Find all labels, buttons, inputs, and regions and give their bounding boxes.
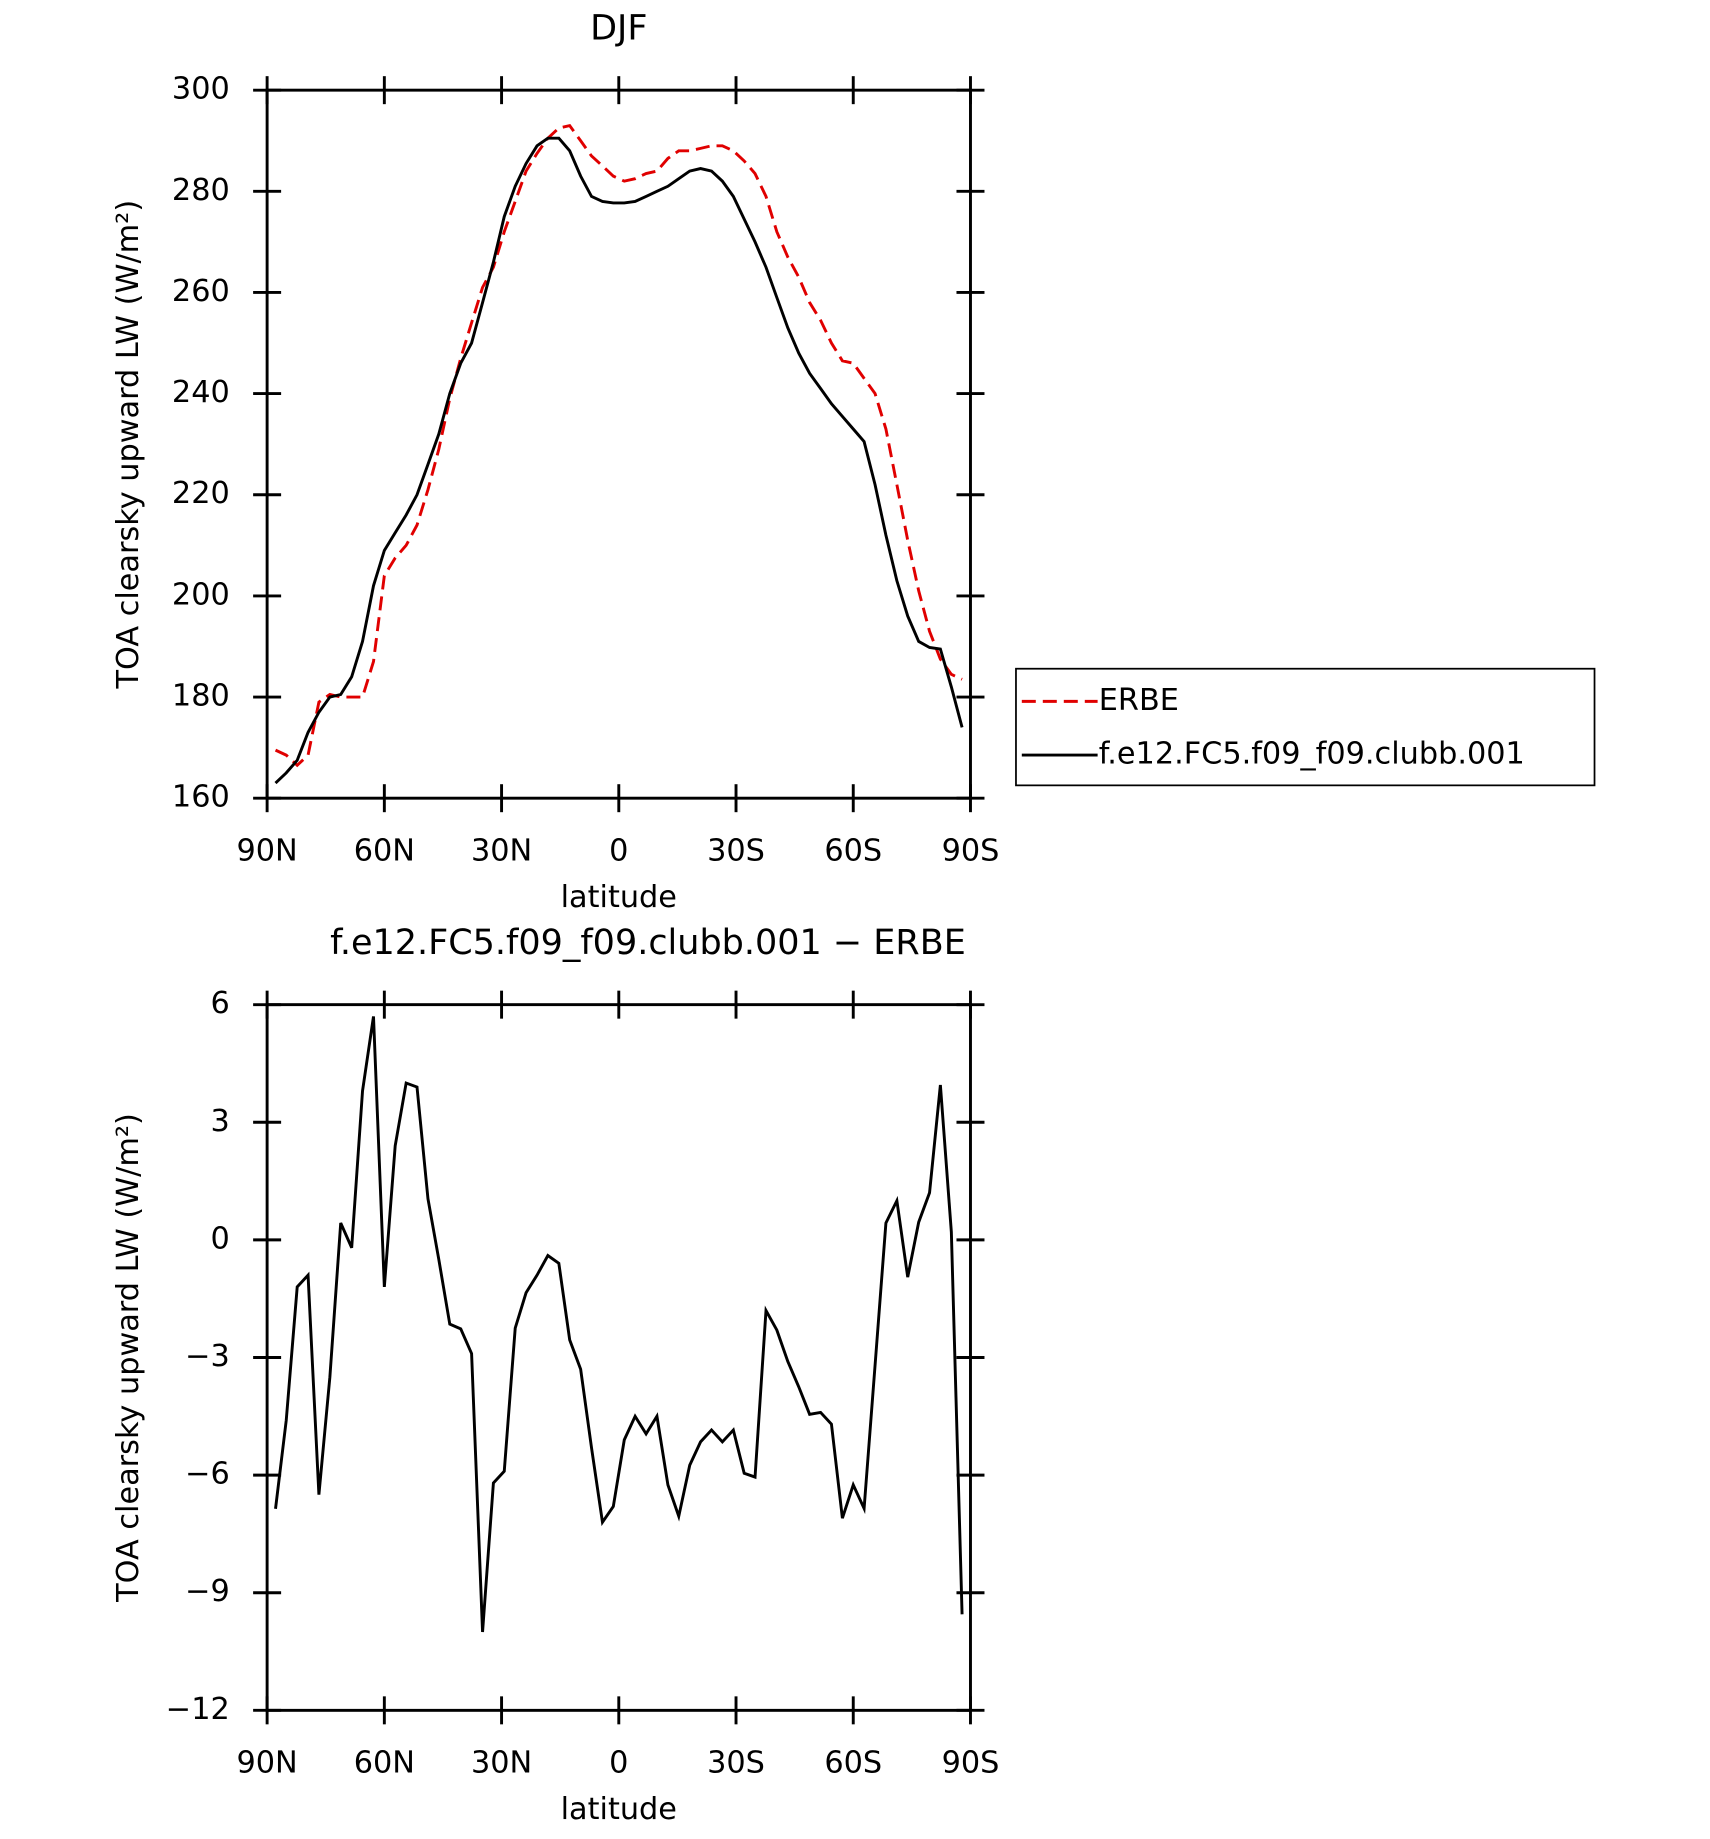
y-tick-label: −3 [185,1339,230,1374]
y-tick-label: 260 [172,274,230,309]
x-tick-label: 90N [236,833,297,868]
x-tick-label: 60N [354,1746,415,1781]
y-tick-label: 240 [172,375,230,410]
x-tick-label: 30N [471,1746,532,1781]
y-tick-label: 160 [172,780,230,815]
y-tick-label: 0 [210,1221,229,1256]
x-tick-label: 60N [354,833,415,868]
x-tick-label: 90S [942,833,1000,868]
plot-frame [265,1003,972,1712]
x-tick-label: 30S [707,1746,765,1781]
plot-frame [265,88,972,800]
chart-title: f.e12.FC5.f09_f09.clubb.001 − ERBE [330,923,966,963]
y-tick-label: −6 [185,1457,230,1492]
x-tick-label: 0 [609,1746,628,1781]
x-axis-label: latitude [561,880,677,915]
data-line [274,1016,964,1633]
x-tick-label: 60S [824,833,882,868]
chart-title: DJF [590,9,647,49]
x-tick-label: 30S [707,833,765,868]
y-tick-label: 220 [172,476,230,511]
x-axis-label: latitude [561,1792,677,1827]
legend-label: f.e12.FC5.f09_f09.clubb.001 [1099,737,1525,772]
x-tick-label: 90S [942,1746,1000,1781]
y-axis-label: TOA clearsky upward LW (W/m²) [111,200,146,690]
y-tick-label: −12 [166,1692,230,1727]
y-tick-label: 280 [172,173,230,208]
y-tick-label: 300 [172,72,230,107]
y-tick-label: −9 [185,1574,230,1609]
data-line [274,136,964,785]
legend-label: ERBE [1099,683,1179,718]
data-line [274,123,963,768]
y-tick-label: 200 [172,577,230,612]
y-tick-label: 3 [210,1104,229,1139]
y-tick-label: 180 [172,679,230,714]
legend-box [1015,667,1596,787]
x-tick-label: 30N [471,833,532,868]
x-tick-label: 90N [236,1746,297,1781]
y-axis-label: TOA clearsky upward LW (W/m²) [111,1113,146,1603]
x-tick-label: 60S [824,1746,882,1781]
y-tick-label: 6 [210,986,229,1021]
x-tick-label: 0 [609,833,628,868]
